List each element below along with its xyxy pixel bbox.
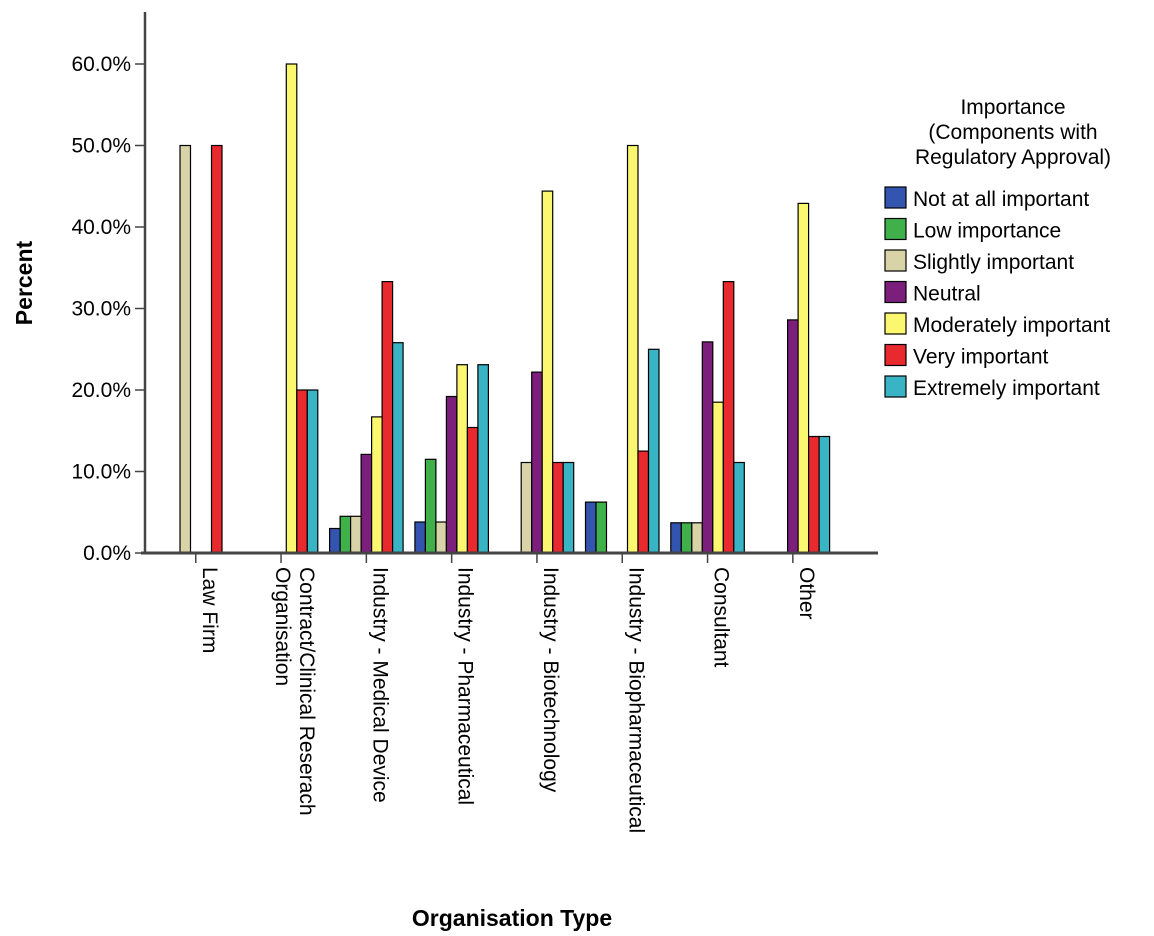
bar-very-important-4 bbox=[552, 461, 564, 554]
bar-extremely-important-6 bbox=[733, 461, 745, 554]
y-tick-label-0: 0.0% bbox=[83, 542, 131, 565]
bar-very-important-1 bbox=[296, 389, 308, 554]
y-tick-label-4: 40.0% bbox=[71, 216, 131, 239]
bar-extremely-important-4 bbox=[562, 461, 575, 554]
bar-slightly-important-4 bbox=[520, 461, 533, 554]
legend-title-line-0: Importance bbox=[960, 96, 1065, 119]
y-tick-label-5: 50.0% bbox=[71, 135, 131, 158]
bar-not-at-all-important-5 bbox=[584, 501, 597, 554]
bar-extremely-important-7 bbox=[818, 435, 831, 554]
x-category-label-0: Law Firm bbox=[198, 567, 221, 653]
legend-title-line-1: (Components with bbox=[928, 121, 1097, 144]
x-axis-title: Organisation Type bbox=[412, 905, 612, 931]
y-axis-title: Percent bbox=[11, 240, 37, 325]
bar-moderately-important-3 bbox=[456, 364, 468, 554]
legend-label-neutral: Neutral bbox=[913, 283, 981, 306]
bar-very-important-0 bbox=[210, 144, 223, 554]
bar-neutral-7 bbox=[786, 319, 799, 554]
legend-title-line-2: Regulatory Approval) bbox=[915, 146, 1111, 169]
x-category-label-1-line-1: Organisation bbox=[271, 567, 294, 686]
bar-not-at-all-important-3 bbox=[414, 521, 426, 554]
bar-extremely-important-3 bbox=[477, 364, 489, 554]
bar-neutral-2 bbox=[360, 453, 373, 554]
legend-swatch-very-important bbox=[884, 343, 907, 367]
bar-neutral-3 bbox=[445, 395, 458, 554]
legend-label-extremely-important: Extremely important bbox=[913, 377, 1100, 400]
bar-very-important-6 bbox=[722, 281, 735, 554]
bar-low-importance-3 bbox=[424, 458, 437, 554]
legend-swatch-moderately-important bbox=[884, 312, 907, 335]
bar-moderately-important-1 bbox=[285, 63, 298, 554]
bar-extremely-important-2 bbox=[392, 342, 404, 554]
legend-swatch-extremely-important bbox=[884, 375, 907, 398]
legend-swatch-low-importance bbox=[884, 217, 907, 241]
bar-low-importance-5 bbox=[595, 501, 608, 554]
bar-slightly-important-6 bbox=[691, 522, 703, 554]
bar-very-important-5 bbox=[637, 450, 650, 554]
x-category-label-4: Industry - Biotechnology bbox=[539, 567, 562, 793]
legend-label-moderately-important: Moderately important bbox=[913, 314, 1110, 337]
legend-label-slightly-important: Slightly important bbox=[913, 251, 1074, 274]
legend-swatch-slightly-important bbox=[884, 249, 907, 272]
bar-slightly-important-2 bbox=[350, 515, 362, 554]
x-category-label-7: Other bbox=[795, 567, 818, 620]
bar-not-at-all-important-2 bbox=[329, 527, 341, 554]
bar-not-at-all-important-6 bbox=[670, 522, 682, 554]
bar-moderately-important-6 bbox=[712, 401, 724, 554]
bar-very-important-3 bbox=[466, 426, 479, 554]
y-tick-label-6: 60.0% bbox=[71, 53, 131, 76]
bar-slightly-important-3 bbox=[435, 521, 447, 554]
legend-swatch-not-at-all-important bbox=[884, 186, 907, 209]
bar-extremely-important-5 bbox=[647, 348, 660, 554]
y-tick-label-3: 30.0% bbox=[71, 298, 131, 321]
bar-low-importance-6 bbox=[680, 522, 693, 554]
axes-layer bbox=[141, 12, 878, 555]
y-tick-label-1: 10.0% bbox=[71, 461, 131, 484]
x-category-label-1-line-0: Contract/Clinical Reserach bbox=[295, 567, 318, 816]
legend-label-not-at-all-important: Not at all important bbox=[913, 188, 1089, 211]
bar-moderately-important-5 bbox=[626, 144, 639, 554]
bar-very-important-7 bbox=[807, 435, 820, 554]
bar-neutral-4 bbox=[531, 371, 543, 554]
bar-extremely-important-1 bbox=[306, 389, 319, 554]
bar-moderately-important-2 bbox=[371, 416, 383, 554]
x-category-label-3: Industry - Pharmaceutical bbox=[454, 567, 477, 805]
y-tick-label-2: 20.0% bbox=[71, 379, 131, 402]
x-axis-category-labels: Law Firm Contract/Clinical ReserachOrgani… bbox=[195, 553, 818, 833]
legend-label-low-importance: Low importance bbox=[913, 220, 1061, 243]
x-category-label-2: Industry - Medical Device bbox=[368, 567, 391, 803]
x-category-label-6: Consultant bbox=[710, 567, 733, 668]
bar-low-importance-2 bbox=[339, 515, 352, 554]
bar-moderately-important-7 bbox=[797, 202, 810, 554]
bars-layer bbox=[179, 63, 831, 554]
legend-swatch-neutral bbox=[884, 280, 907, 304]
y-axis-ticks: 0.0% 10.0% 20.0% 30.0% 40.0% 50.0% 60.0% bbox=[71, 53, 145, 565]
x-category-label-5: Industry - Biopharmaceutical bbox=[624, 567, 647, 833]
legend-label-very-important: Very important bbox=[913, 346, 1049, 369]
bar-slightly-important-0 bbox=[179, 144, 192, 554]
bar-moderately-important-4 bbox=[541, 190, 554, 554]
bar-neutral-6 bbox=[701, 341, 714, 554]
bar-very-important-2 bbox=[381, 281, 394, 554]
